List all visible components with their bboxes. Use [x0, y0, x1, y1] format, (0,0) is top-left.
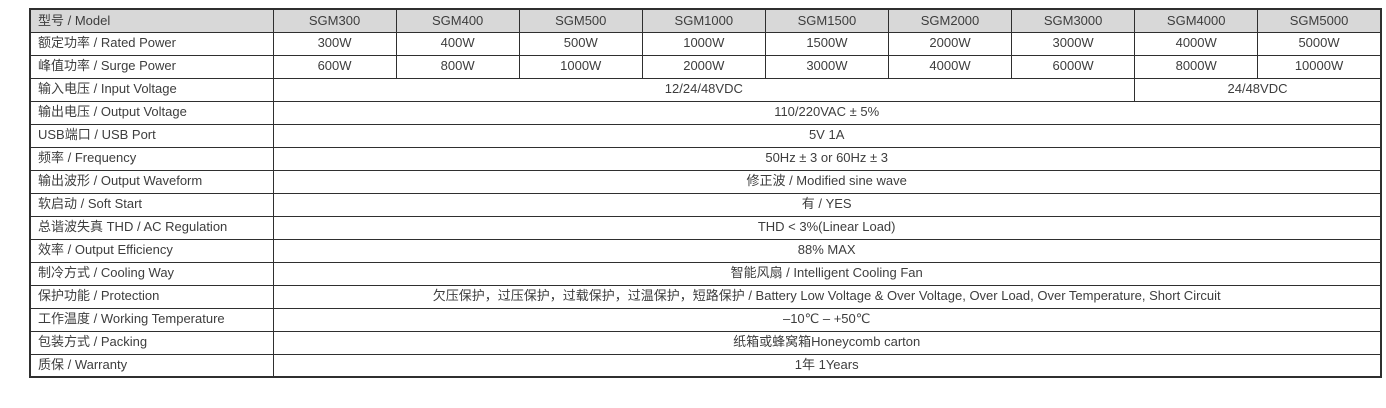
spec-value-cell-full: THD < 3%(Linear Load)	[272, 215, 1382, 240]
row-label: USB端口 / USB Port	[29, 123, 274, 148]
spec-value-cell-full: 5V 1A	[272, 123, 1382, 148]
spec-value-cell-full: 有 / YES	[272, 192, 1382, 217]
table-row: 峰值功率 / Surge Power 600W 800W 1000W 2000W 3000…	[29, 54, 1382, 79]
spec-value-cell: 1000W	[518, 54, 643, 79]
row-label: 效率 / Output Efficiency	[29, 238, 274, 263]
spec-value-cell-full: 欠压保护，过压保护，过载保护，过温保护，短路保护 / Battery Low V…	[272, 284, 1382, 309]
header-model-sgm1500: SGM1500	[764, 8, 889, 33]
spec-value-cell: 1500W	[764, 31, 889, 56]
row-label: 制冷方式 / Cooling Way	[29, 261, 274, 286]
table-row: 额定功率 / Rated Power 300W 400W 500W 1000W 1500W…	[29, 31, 1382, 56]
spec-value-cell-full: 智能风扇 / Intelligent Cooling Fan	[272, 261, 1382, 286]
spec-value-cell-full: –10℃ – +50℃	[272, 307, 1382, 332]
table-row: 总谐波失真 THD / AC Regulation THD < 3%(Linear…	[29, 215, 1382, 240]
row-label: 输出电压 / Output Voltage	[29, 100, 274, 125]
spec-value-cell: 1000W	[641, 31, 766, 56]
spec-value-cell-full: 88% MAX	[272, 238, 1382, 263]
row-label: 额定功率 / Rated Power	[29, 31, 274, 56]
spec-table-body: 额定功率 / Rated Power 300W 400W 500W 1000W 1500W…	[29, 31, 1382, 378]
spec-value-cell: 6000W	[1011, 54, 1136, 79]
header-row: 型号 / Model SGM300 SGM400 SGM500 SGM1000 SGM1…	[29, 8, 1382, 33]
header-model-sgm300: SGM300	[272, 8, 397, 33]
spec-value-cell: 2000W	[887, 31, 1013, 56]
table-row: 包装方式 / Packing 纸箱或蜂窝箱Honeycomb carton	[29, 330, 1382, 355]
row-label: 保护功能 / Protection	[29, 284, 274, 309]
table-row: 保护功能 / Protection 欠压保护，过压保护，过载保护，过温保护，短路保…	[29, 284, 1382, 309]
header-model-sgm3000: SGM3000	[1011, 8, 1136, 33]
spec-value-cell: 4000W	[887, 54, 1013, 79]
table-row: 效率 / Output Efficiency 88% MAX	[29, 238, 1382, 263]
spec-value-cell: 300W	[272, 31, 397, 56]
spec-value-cell: 800W	[395, 54, 520, 79]
header-label-model: 型号 / Model	[29, 8, 274, 33]
row-label: 工作温度 / Working Temperature	[29, 307, 274, 332]
spec-table-container: 型号 / Model SGM300 SGM400 SGM500 SGM1000 SGM1…	[29, 8, 1382, 378]
spec-value-cell: 600W	[272, 54, 397, 79]
spec-value-cell-full: 50Hz ± 3 or 60Hz ± 3	[272, 146, 1382, 171]
row-label: 峰值功率 / Surge Power	[29, 54, 274, 79]
row-label: 频率 / Frequency	[29, 146, 274, 171]
spec-value-cell-span: 24/48VDC	[1134, 77, 1382, 102]
spec-value-cell: 8000W	[1134, 54, 1259, 79]
spec-value-cell-full: 1年 1Years	[272, 353, 1382, 378]
row-label: 输入电压 / Input Voltage	[29, 77, 274, 102]
header-model-sgm5000: SGM5000	[1257, 8, 1382, 33]
spec-value-cell: 4000W	[1134, 31, 1259, 56]
table-row: 输入电压 / Input Voltage 12/24/48VDC 24/48VDC	[29, 77, 1382, 102]
row-label: 包装方式 / Packing	[29, 330, 274, 355]
header-model-sgm4000: SGM4000	[1134, 8, 1259, 33]
row-label: 质保 / Warranty	[29, 353, 274, 378]
row-label: 软启动 / Soft Start	[29, 192, 274, 217]
spec-value-cell-full: 修正波 / Modified sine wave	[272, 169, 1382, 194]
table-row: 输出电压 / Output Voltage 110/220VAC ± 5%	[29, 100, 1382, 125]
spec-value-cell: 3000W	[1011, 31, 1136, 56]
table-row: 工作温度 / Working Temperature –10℃ – +50℃	[29, 307, 1382, 332]
table-row: 输出波形 / Output Waveform 修正波 / Modified sin…	[29, 169, 1382, 194]
table-row: 软启动 / Soft Start 有 / YES	[29, 192, 1382, 217]
spec-value-cell: 3000W	[764, 54, 889, 79]
header-model-sgm500: SGM500	[518, 8, 643, 33]
spec-value-cell: 10000W	[1257, 54, 1382, 79]
spec-value-cell: 2000W	[641, 54, 766, 79]
row-label: 总谐波失真 THD / AC Regulation	[29, 215, 274, 240]
header-model-sgm2000: SGM2000	[887, 8, 1013, 33]
spec-value-cell: 500W	[518, 31, 643, 56]
header-model-sgm400: SGM400	[395, 8, 520, 33]
spec-value-cell-full: 纸箱或蜂窝箱Honeycomb carton	[272, 330, 1382, 355]
header-model-sgm1000: SGM1000	[641, 8, 766, 33]
spec-table: 型号 / Model SGM300 SGM400 SGM500 SGM1000 SGM1…	[29, 8, 1382, 378]
table-row: USB端口 / USB Port 5V 1A	[29, 123, 1382, 148]
spec-table-header: 型号 / Model SGM300 SGM400 SGM500 SGM1000 SGM1…	[29, 8, 1382, 33]
table-row: 制冷方式 / Cooling Way 智能风扇 / Intelligent Coo…	[29, 261, 1382, 286]
table-row: 质保 / Warranty 1年 1Years	[29, 353, 1382, 378]
spec-value-cell-full: 110/220VAC ± 5%	[272, 100, 1382, 125]
table-row: 频率 / Frequency 50Hz ± 3 or 60Hz ± 3	[29, 146, 1382, 171]
spec-value-cell: 400W	[395, 31, 520, 56]
row-label: 输出波形 / Output Waveform	[29, 169, 274, 194]
spec-value-cell-span: 12/24/48VDC	[272, 77, 1136, 102]
spec-value-cell: 5000W	[1257, 31, 1382, 56]
